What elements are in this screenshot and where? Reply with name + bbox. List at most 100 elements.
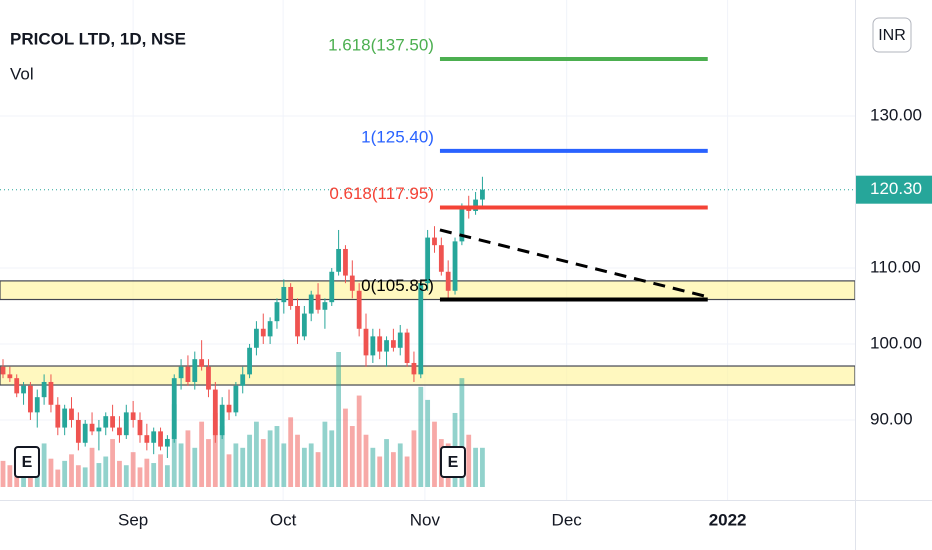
candle-body bbox=[123, 412, 129, 436]
fib-label: 1.618(137.50) bbox=[328, 35, 434, 54]
volume-bar bbox=[0, 460, 6, 487]
candle-body bbox=[75, 419, 81, 443]
volume-bar bbox=[55, 469, 61, 487]
currency-badge[interactable] bbox=[872, 17, 912, 53]
candle-body bbox=[192, 359, 198, 382]
volume-bar bbox=[69, 454, 74, 487]
volume-bar bbox=[7, 465, 13, 487]
volume-bar bbox=[110, 439, 115, 487]
volume-bar bbox=[75, 465, 81, 487]
candle-body bbox=[137, 419, 143, 436]
volume-bar bbox=[274, 426, 280, 487]
candle-body bbox=[349, 275, 355, 291]
volume-bar bbox=[130, 452, 136, 487]
x-tick-label: 2022 bbox=[709, 510, 747, 529]
candle-body bbox=[82, 423, 88, 443]
volume-bar bbox=[411, 430, 417, 487]
candle-body bbox=[212, 389, 218, 436]
candle-body bbox=[117, 427, 122, 436]
candle-body bbox=[7, 374, 13, 379]
earnings-label: E bbox=[22, 454, 33, 471]
volume-bar bbox=[288, 417, 294, 487]
candle-body bbox=[356, 290, 362, 329]
candle-body bbox=[48, 381, 54, 405]
candle-body bbox=[144, 435, 150, 443]
volume-bar bbox=[199, 421, 205, 487]
volume-bar bbox=[219, 426, 225, 487]
candle-body bbox=[130, 412, 136, 420]
volume-bar bbox=[295, 434, 300, 487]
volume-bar bbox=[466, 434, 472, 487]
candle-body bbox=[233, 385, 239, 413]
volume-bar bbox=[226, 454, 232, 487]
support-zone bbox=[0, 365, 856, 386]
candle-body bbox=[199, 359, 205, 367]
candle-body bbox=[418, 283, 424, 375]
candle-body bbox=[480, 189, 485, 200]
volume-bar bbox=[459, 378, 465, 487]
candle-body bbox=[404, 332, 410, 363]
candle-body bbox=[397, 332, 403, 348]
candle-body bbox=[69, 408, 74, 420]
volume-bar bbox=[349, 426, 355, 487]
candle-body bbox=[240, 374, 246, 386]
candle-body bbox=[34, 397, 40, 413]
volume-bar bbox=[96, 463, 102, 487]
volume-bar bbox=[103, 456, 109, 487]
y-tick-label: 110.00 bbox=[870, 257, 921, 276]
volume-bar bbox=[171, 404, 177, 487]
volume-bar bbox=[432, 421, 437, 487]
volume-bar bbox=[390, 452, 396, 487]
volume-bar bbox=[151, 463, 157, 487]
x-tick-label: Oct bbox=[270, 510, 297, 529]
volume-bar bbox=[425, 399, 431, 487]
candle-body bbox=[267, 321, 273, 337]
candle-body bbox=[329, 271, 335, 303]
candle-body bbox=[459, 207, 465, 242]
volume-bar bbox=[137, 467, 143, 487]
volume-bar bbox=[206, 439, 211, 487]
volume-bar bbox=[343, 408, 348, 487]
volume-bar bbox=[473, 447, 478, 487]
candle-body bbox=[185, 366, 191, 382]
chart-title: PRICOL LTD, 1D, NSE bbox=[10, 29, 186, 48]
candle-body bbox=[384, 340, 389, 352]
volume-bar bbox=[336, 352, 342, 487]
fib-label: 1(125.40) bbox=[361, 127, 434, 146]
volume-bar bbox=[62, 460, 68, 487]
candle-body bbox=[226, 404, 232, 413]
candle-body bbox=[219, 404, 225, 436]
volume-bar bbox=[240, 447, 246, 487]
candle-body bbox=[41, 381, 47, 398]
fib-label: 0(105.85) bbox=[361, 276, 434, 295]
candle-body bbox=[206, 366, 211, 390]
candle-body bbox=[0, 366, 6, 375]
volume-bar bbox=[308, 443, 314, 487]
volume-bar bbox=[322, 421, 328, 487]
volume-bar bbox=[233, 443, 239, 487]
volume-bar bbox=[117, 460, 122, 487]
candle-body bbox=[21, 385, 26, 394]
volume-bar bbox=[185, 430, 191, 487]
volume-bar bbox=[178, 443, 184, 487]
candle-body bbox=[432, 237, 437, 246]
candle-body bbox=[103, 416, 109, 428]
candle-body bbox=[473, 199, 478, 211]
volume-bar bbox=[48, 458, 54, 487]
candle-body bbox=[425, 237, 431, 284]
volume-bar bbox=[397, 443, 403, 487]
candle-body bbox=[55, 404, 61, 428]
candle-body bbox=[295, 305, 300, 337]
volume-bar bbox=[370, 447, 376, 487]
volume-bar bbox=[281, 443, 287, 487]
y-tick-label: 130.00 bbox=[870, 105, 922, 124]
y-tick-label: 100.00 bbox=[870, 333, 922, 352]
candle-body bbox=[438, 245, 444, 272]
volume-bar bbox=[418, 386, 424, 487]
candle-body bbox=[96, 427, 102, 432]
volume-bar bbox=[82, 467, 88, 487]
volume-bar bbox=[123, 465, 129, 487]
candle-body bbox=[158, 431, 163, 447]
currency-label[interactable]: INR bbox=[878, 27, 906, 44]
